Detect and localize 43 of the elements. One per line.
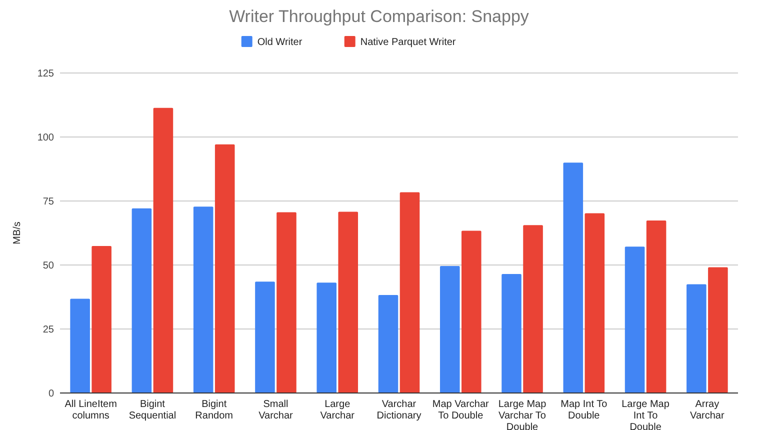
- x-tick-label: All LineItem columns: [64, 399, 117, 422]
- x-tick-label: Large Map Varchar To Double: [498, 399, 547, 430]
- x-tick-label: Bigint Random: [195, 399, 233, 422]
- chart-title: Writer Throughput Comparison: Snappy: [229, 7, 530, 26]
- y-tick-label: 125: [37, 68, 54, 80]
- bar: [338, 212, 358, 393]
- y-tick-label: 75: [42, 196, 54, 208]
- bar: [378, 294, 398, 393]
- bar: [624, 246, 645, 393]
- x-tick-label: Varchar Dictionary: [376, 399, 422, 422]
- bar: [193, 206, 214, 393]
- y-tick-label: 0: [48, 388, 54, 400]
- y-tick-label: 25: [42, 324, 54, 336]
- x-tick-label: Map Varchar To Double: [432, 399, 490, 422]
- bar: [708, 267, 728, 393]
- bar: [440, 266, 460, 393]
- bar: [461, 230, 482, 393]
- bar: [214, 144, 235, 393]
- bar: [92, 246, 112, 393]
- bar: [502, 274, 522, 393]
- bar: [153, 108, 174, 393]
- y-tick-label: 50: [42, 260, 54, 272]
- bar: [255, 282, 275, 393]
- bar: [276, 212, 296, 393]
- bar: [400, 192, 420, 393]
- legend-label: Old Writer: [257, 37, 303, 48]
- x-tick-label: Large Map Int To Double: [622, 399, 670, 430]
- bar: [132, 208, 152, 393]
- x-tick-label: Array Varchar: [690, 399, 725, 422]
- bar: [584, 213, 605, 393]
- bar: [70, 298, 90, 393]
- bar: [686, 284, 706, 393]
- x-tick-label: Bigint Sequential: [128, 399, 176, 422]
- x-tick-label: Map Int To Double: [560, 399, 608, 422]
- y-axis-title: MB/s: [12, 222, 23, 244]
- bar: [563, 162, 584, 393]
- x-tick-label: Small Varchar: [258, 399, 294, 422]
- bar: [316, 282, 337, 393]
- bar: [646, 220, 666, 393]
- bar: [523, 225, 543, 393]
- x-tick-label: Large Varchar: [320, 399, 356, 422]
- y-tick-label: 100: [37, 132, 54, 144]
- legend-label: Native Parquet Writer: [360, 37, 456, 48]
